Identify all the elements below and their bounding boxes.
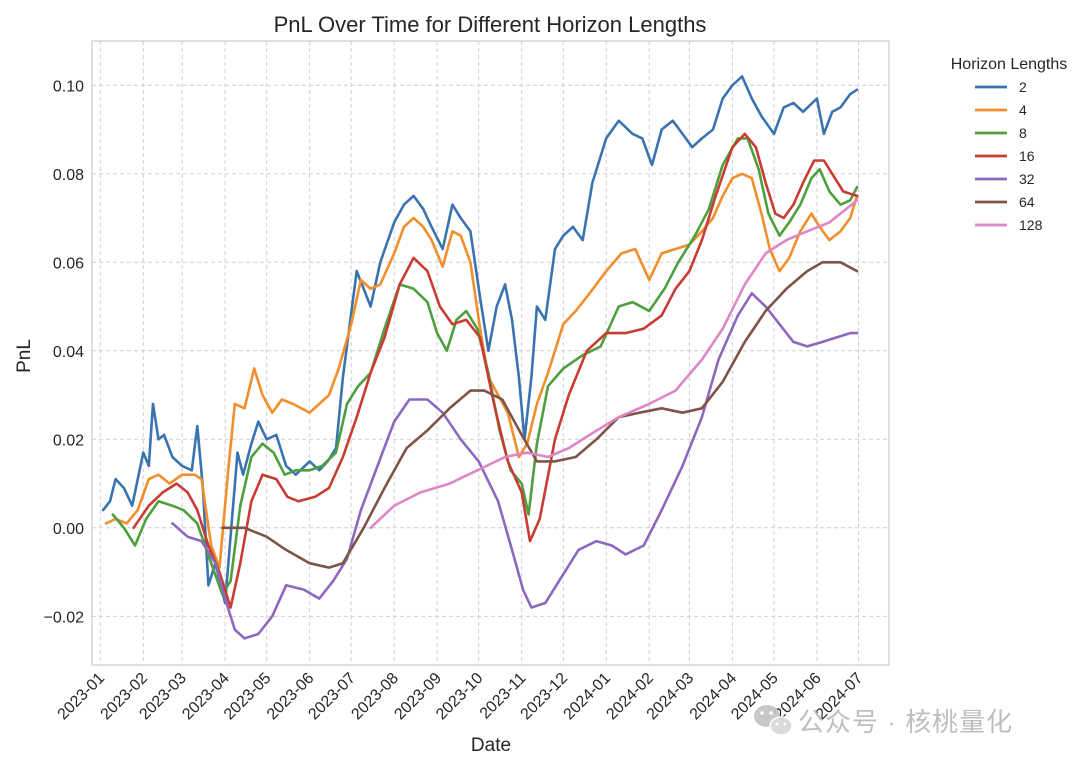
x-tick-label: 2023-10: [433, 670, 487, 724]
watermark: 公众号 · 核桃量化: [754, 705, 1013, 737]
legend-label-4: 4: [1019, 102, 1027, 118]
legend: Horizon Lengths 2 4 8 16 32 64 128: [951, 56, 1068, 233]
legend-label-64: 64: [1019, 194, 1035, 210]
legend-label-2: 2: [1019, 79, 1027, 95]
y-axis-label: PnL: [14, 339, 35, 373]
legend-label-128: 128: [1019, 217, 1043, 233]
y-tick-label: 0.06: [53, 255, 84, 272]
legend-label-32: 32: [1019, 171, 1035, 187]
series-line-8: [111, 137, 859, 596]
y-axis-ticks: −0.02 0.00 0.02 0.04 0.06 0.08 0.10: [44, 78, 85, 626]
legend-items: 2 4 8 16 32 64 128: [975, 79, 1043, 233]
y-tick-label: 0.04: [53, 344, 84, 361]
series-line-128: [369, 199, 859, 530]
y-tick-label: −0.02: [44, 609, 85, 626]
x-axis-ticks: 2023-012023-022023-032023-042023-052023-…: [55, 670, 867, 724]
series-line-16: [132, 132, 859, 609]
legend-title: Horizon Lengths: [951, 56, 1068, 73]
wechat-icon: [754, 705, 793, 736]
series-line-2: [101, 75, 859, 605]
legend-label-16: 16: [1019, 148, 1035, 164]
y-tick-label: 0.10: [53, 78, 84, 95]
grid-lines: [92, 41, 889, 665]
watermark-text: 公众号 · 核桃量化: [798, 707, 1013, 737]
y-tick-label: 0.08: [53, 167, 84, 184]
series-line-32: [171, 292, 859, 640]
series-line-64: [221, 261, 859, 569]
series-line-4: [104, 172, 859, 569]
chart-title: PnL Over Time for Different Horizon Leng…: [274, 12, 707, 37]
legend-label-8: 8: [1019, 125, 1027, 141]
series-lines: [101, 75, 859, 640]
y-tick-label: 0.02: [53, 432, 84, 449]
x-axis-label: Date: [471, 735, 511, 756]
y-tick-label: 0.00: [53, 521, 84, 538]
